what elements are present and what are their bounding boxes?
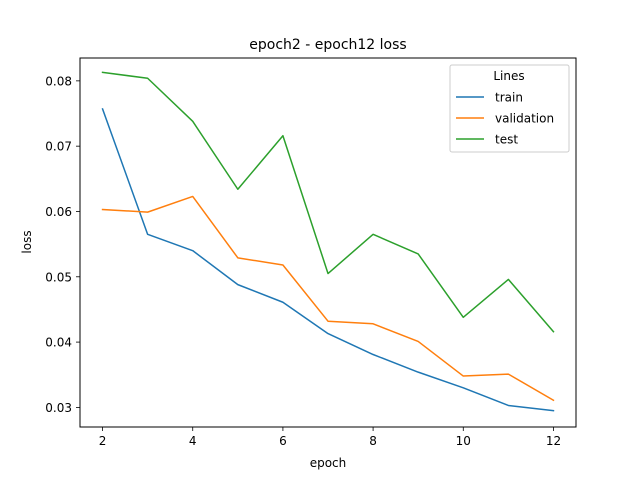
x-axis-label: epoch — [310, 456, 347, 470]
legend: Lines train validation test — [449, 64, 570, 153]
legend-label-validation: validation — [495, 112, 554, 126]
axes-frame — [79, 57, 577, 428]
y-tick-label: 0.04 — [45, 336, 72, 350]
y-tick-label: 0.07 — [45, 140, 72, 154]
series-line-train — [101, 107, 555, 412]
chart-title: epoch2 - epoch12 loss — [249, 37, 406, 53]
y-axis-label: loss — [20, 230, 34, 253]
legend-box — [449, 64, 570, 153]
y-axis-ticks: 0.03 0.04 0.05 0.06 0.07 0.08 — [45, 74, 80, 415]
x-tick-label: 2 — [99, 434, 107, 448]
x-tick-label: 8 — [369, 434, 377, 448]
legend-title: Lines — [493, 69, 524, 83]
x-tick-label: 12 — [546, 434, 561, 448]
x-tick-label: 10 — [456, 434, 471, 448]
y-tick-label: 0.06 — [45, 205, 72, 219]
series-line-validation — [101, 195, 555, 402]
y-tick-label: 0.08 — [45, 74, 72, 88]
plot-lines — [101, 71, 555, 412]
legend-items: train validation test — [456, 91, 554, 147]
series-line-test — [101, 71, 555, 333]
y-tick-label: 0.03 — [45, 401, 72, 415]
y-tick-label: 0.05 — [45, 270, 72, 284]
legend-label-train: train — [495, 91, 523, 105]
legend-label-test: test — [495, 133, 518, 147]
x-tick-label: 4 — [189, 434, 197, 448]
x-tick-label: 6 — [279, 434, 287, 448]
x-axis-ticks: 2 4 6 8 10 12 — [99, 427, 561, 448]
